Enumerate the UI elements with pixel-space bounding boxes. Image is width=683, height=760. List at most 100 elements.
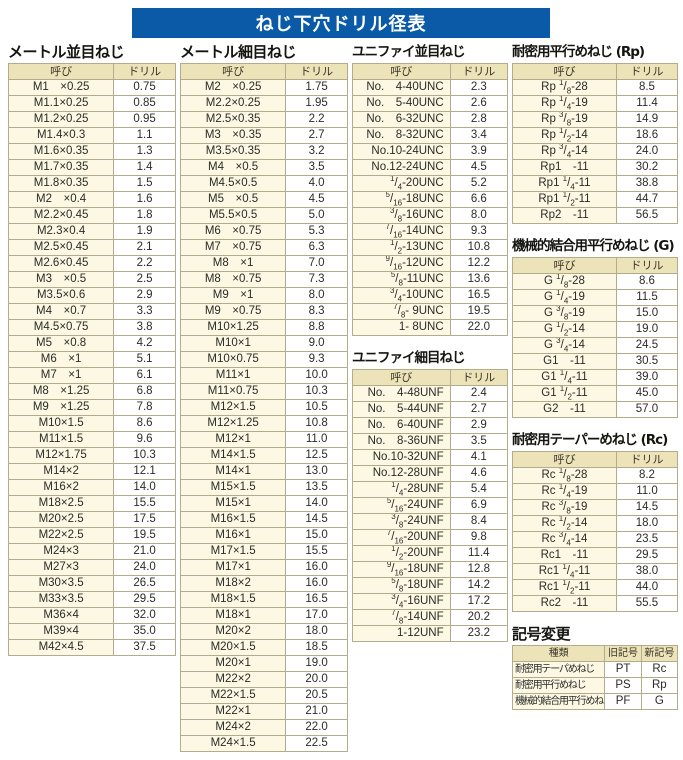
table-row: M16×1.5 14.5 [179, 511, 348, 528]
table-row: M4.5×0.5 4.0 [179, 175, 348, 192]
table-row: M20×1.5 18.5 [179, 639, 348, 656]
cell-drill-diameter: 0.75 [113, 79, 176, 96]
cell-drill-diameter: 2.7 [285, 127, 348, 144]
table-row: M3.5×0.35 3.2 [179, 143, 348, 160]
cell-designation: M3.5×0.6 [7, 287, 115, 304]
section-unified-fine: ユニファイ細目ねじ 呼び ドリル No. 4-48UNF 2.4 No. 5-44U… [352, 350, 509, 642]
col-header-name: 呼び [7, 63, 115, 80]
tbody: No. 4-40UNC 2.3 No. 5-40UNC 2.6 No. 6-32UNC 2… [352, 79, 509, 336]
table-row: Rc1 1/4-11 38.0 [512, 563, 679, 580]
table-row: Rc 3/8-19 14.5 [512, 499, 679, 516]
cell-drill-diameter: 29.5 [113, 591, 176, 608]
table-row: M9 ×1 8.0 [179, 287, 348, 304]
cell-designation: 1/2-13UNC [352, 239, 451, 256]
cell-designation: M2.6×0.45 [7, 255, 115, 272]
table-row: Rp 3/8-19 14.9 [512, 111, 679, 128]
cell-designation: 7/16-14UNC [352, 223, 451, 240]
table-header-row: 呼び ドリル [179, 63, 348, 80]
table-row: G 1/8-28 8.6 [512, 273, 679, 290]
cell-drill-diameter: 11.4 [615, 95, 679, 112]
table-row: M4.5×0.75 3.8 [7, 319, 176, 336]
table-row: M22×1.5 20.5 [179, 687, 348, 704]
cell-designation: M16×2 [7, 479, 115, 496]
table-row: 1/2-13UNC 10.8 [352, 239, 509, 256]
cell-drill-diameter: 3.8 [113, 319, 176, 336]
cell-drill-diameter: 9.6 [113, 431, 176, 448]
cell-designation: No.12-24UNC [352, 159, 451, 176]
cell-thread-kind: 耐密用平行めねじ [511, 677, 606, 694]
table-row: 1/4-28UNF 5.4 [352, 481, 509, 498]
cell-drill-diameter: 32.0 [113, 607, 176, 624]
cell-drill-diameter: 6.1 [113, 367, 176, 384]
table-row: No. 5-40UNC 2.6 [352, 95, 509, 112]
cell-designation: 3/8-16UNC [352, 207, 451, 224]
tbody: No. 4-48UNF 2.4 No. 5-44UNF 2.7 No. 6-40UNF 2… [352, 385, 509, 642]
cell-drill-diameter: 20.2 [449, 609, 509, 626]
cell-designation: Rp 3/4-14 [512, 143, 617, 160]
table-row: M1.7×0.35 1.4 [7, 159, 176, 176]
cell-drill-diameter: 29.5 [615, 547, 679, 564]
cell-drill-diameter: 2.2 [285, 111, 348, 128]
cell-designation: Rc1 1/2-11 [512, 579, 617, 596]
cell-designation: M8 ×1 [179, 255, 287, 272]
cell-drill-diameter: 13.6 [449, 271, 509, 288]
cell-designation: M10×1.25 [179, 319, 287, 336]
table-row: M22×1 21.0 [179, 703, 348, 720]
table-row: Rc 1/2-14 18.0 [512, 515, 679, 532]
cell-drill-diameter: 14.0 [113, 479, 176, 496]
table-row: 3/4-10UNC 16.5 [352, 287, 509, 304]
table-row: M15×1.5 13.5 [179, 479, 348, 496]
cell-drill-diameter: 8.6 [113, 415, 176, 432]
table-row: Rc 1/8-28 8.2 [512, 467, 679, 484]
cell-drill-diameter: 5.1 [113, 351, 176, 368]
cell-designation: M42×4.5 [7, 639, 115, 656]
cell-designation: M9 ×1.25 [7, 399, 115, 416]
table-symbol-change: 種類 旧記号 新記号 耐密用テーパめねじ PT Rc 耐密用平行めねじ PS Rp 機械的結… [511, 645, 679, 710]
cell-designation: M30×3.5 [7, 575, 115, 592]
cell-drill-diameter: 6.3 [285, 239, 348, 256]
table-row: M2 ×0.25 1.75 [179, 79, 348, 96]
table-row: M10×1.25 8.8 [179, 319, 348, 336]
col-header-drill: ドリル [615, 63, 679, 80]
cell-drill-diameter: 17.0 [285, 607, 348, 624]
table-row: 9/16-18UNF 12.8 [352, 561, 509, 578]
cell-designation: 3/8-24UNF [352, 513, 451, 530]
cell-drill-diameter: 23.2 [449, 625, 509, 642]
cell-designation: 3/4-16UNF [352, 593, 451, 610]
cell-drill-diameter: 9.3 [285, 351, 348, 368]
cell-designation: M24×3 [7, 543, 115, 560]
table-row: M5 ×0.5 4.5 [179, 191, 348, 208]
table-row: M14×1 13.0 [179, 463, 348, 480]
cell-designation: M5 ×0.5 [179, 191, 287, 208]
cell-designation: M11×0.75 [179, 383, 287, 400]
cell-designation: M1 ×0.25 [7, 79, 115, 96]
cell-designation: No. 4-48UNF [352, 385, 451, 402]
cell-drill-diameter: 5.3 [285, 223, 348, 240]
cell-drill-diameter: 1.95 [285, 95, 348, 112]
table-row: 1/4-20UNC 5.2 [352, 175, 509, 192]
table-row: No. 8-36UNF 3.5 [352, 433, 509, 450]
table-row: M8 ×0.75 7.3 [179, 271, 348, 288]
cell-designation: 3/4-10UNC [352, 287, 451, 304]
col-header-drill: ドリル [615, 451, 679, 468]
cell-drill-diameter: 15.0 [615, 305, 679, 322]
cell-designation: M11×1.5 [7, 431, 115, 448]
cell-thread-kind: 耐密用テーパめねじ [511, 661, 606, 678]
cell-drill-diameter: 10.8 [285, 415, 348, 432]
table-row: Rc1 1/2-11 44.0 [512, 579, 679, 596]
table-row: M20×2 18.0 [179, 623, 348, 640]
cell-designation: M2 ×0.25 [179, 79, 287, 96]
cell-drill-diameter: 4.1 [449, 449, 509, 466]
col-header-drill: ドリル [449, 369, 509, 386]
cell-designation: M18×2.5 [7, 495, 115, 512]
section-heading-unified-coarse: ユニファイ並目ねじ [352, 44, 466, 60]
cell-designation: M7 ×1 [7, 367, 115, 384]
cell-drill-diameter: 45.0 [615, 385, 679, 402]
table-row: M5 ×0.8 4.2 [7, 335, 176, 352]
table-row: M18×1.5 16.5 [179, 591, 348, 608]
table-row: No.10-32UNF 4.1 [352, 449, 509, 466]
cell-drill-diameter: 6.8 [113, 383, 176, 400]
cell-designation: Rp1 -11 [512, 159, 617, 176]
cell-designation: M33×3.5 [7, 591, 115, 608]
cell-drill-diameter: 19.5 [449, 303, 509, 320]
